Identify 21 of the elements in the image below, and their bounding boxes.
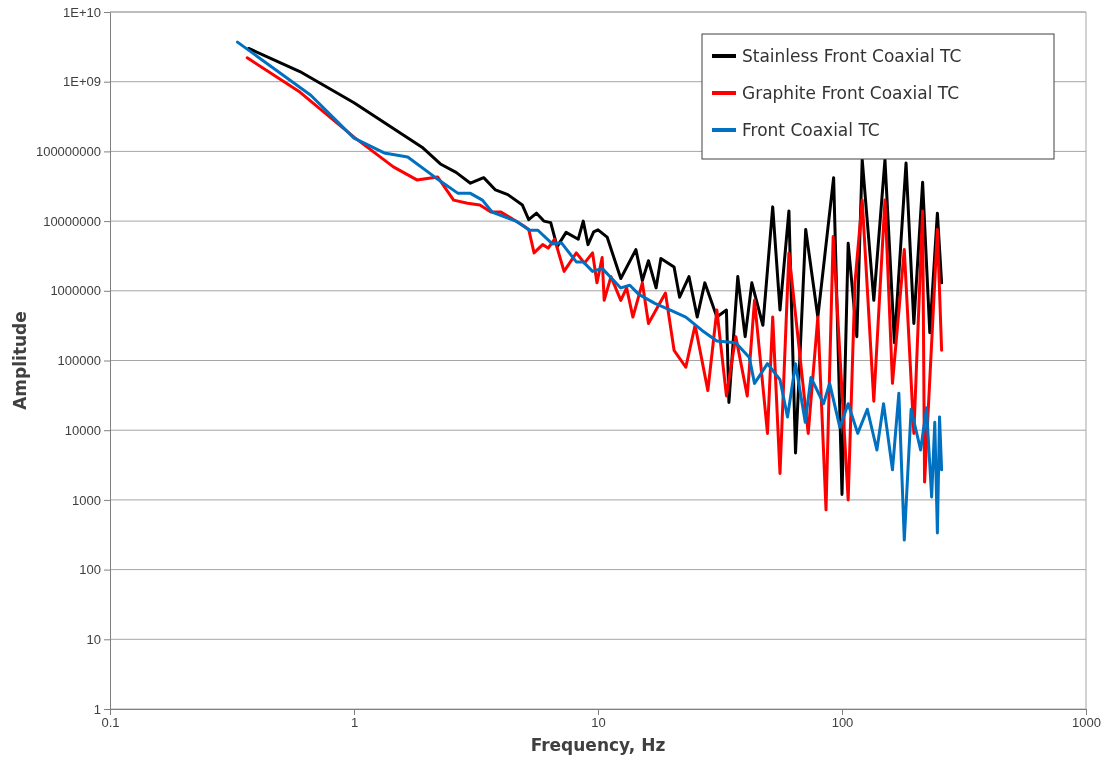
x-tick-label: 1 (350, 715, 359, 731)
legend-label: Front Coaxial TC (742, 120, 880, 140)
x-axis-title: Frequency, Hz (530, 735, 666, 755)
y-tick-label: 10000 (64, 422, 101, 438)
y-tick-label: 1E+09 (63, 74, 101, 90)
x-tick-label: 10 (591, 715, 606, 731)
y-tick-label: 10 (86, 631, 101, 647)
y-tick-label: 100 (79, 562, 101, 578)
x-tick-label: 100 (831, 715, 854, 731)
y-tick-label: 1E+10 (63, 4, 101, 20)
legend-label: Stainless Front Coaxial TC (742, 46, 962, 66)
y-tick-label: 1000000 (50, 283, 101, 299)
y-tick-label: 10000000 (43, 213, 101, 229)
y-tick-label: 100000000 (35, 144, 101, 160)
x-tick-label: 0.1 (101, 715, 120, 731)
y-axis-title: Amplitude (10, 311, 30, 410)
y-tick-label: 100000 (57, 353, 101, 369)
legend-label: Graphite Front Coaxial TC (742, 83, 960, 103)
y-tick-label: 1000 (72, 492, 101, 508)
x-tick-label: 1000 (1072, 715, 1101, 731)
y-tick-label: 1 (93, 701, 101, 717)
